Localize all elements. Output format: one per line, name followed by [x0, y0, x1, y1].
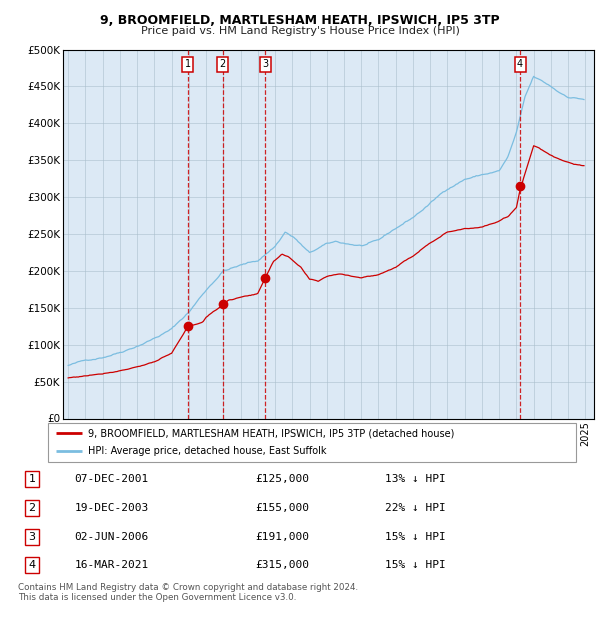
Text: 2: 2: [29, 503, 35, 513]
Text: 19-DEC-2003: 19-DEC-2003: [74, 503, 149, 513]
Text: 4: 4: [29, 560, 35, 570]
Text: 13% ↓ HPI: 13% ↓ HPI: [385, 474, 445, 484]
Text: Contains HM Land Registry data © Crown copyright and database right 2024.
This d: Contains HM Land Registry data © Crown c…: [18, 583, 358, 602]
Text: 9, BROOMFIELD, MARTLESHAM HEATH, IPSWICH, IP5 3TP: 9, BROOMFIELD, MARTLESHAM HEATH, IPSWICH…: [100, 14, 500, 27]
Text: 07-DEC-2001: 07-DEC-2001: [74, 474, 149, 484]
Text: 02-JUN-2006: 02-JUN-2006: [74, 532, 149, 542]
Text: 4: 4: [517, 60, 523, 69]
Text: 9, BROOMFIELD, MARTLESHAM HEATH, IPSWICH, IP5 3TP (detached house): 9, BROOMFIELD, MARTLESHAM HEATH, IPSWICH…: [88, 428, 454, 438]
FancyBboxPatch shape: [48, 423, 576, 462]
Text: 3: 3: [29, 532, 35, 542]
Text: 15% ↓ HPI: 15% ↓ HPI: [385, 560, 445, 570]
Text: £315,000: £315,000: [255, 560, 309, 570]
Text: 22% ↓ HPI: 22% ↓ HPI: [385, 503, 445, 513]
Text: 2: 2: [220, 60, 226, 69]
Text: £125,000: £125,000: [255, 474, 309, 484]
Text: 3: 3: [262, 60, 268, 69]
Text: 1: 1: [29, 474, 35, 484]
Text: 1: 1: [185, 60, 191, 69]
Text: £191,000: £191,000: [255, 532, 309, 542]
Text: Price paid vs. HM Land Registry's House Price Index (HPI): Price paid vs. HM Land Registry's House …: [140, 26, 460, 36]
Text: 15% ↓ HPI: 15% ↓ HPI: [385, 532, 445, 542]
Text: 16-MAR-2021: 16-MAR-2021: [74, 560, 149, 570]
Text: HPI: Average price, detached house, East Suffolk: HPI: Average price, detached house, East…: [88, 446, 326, 456]
Text: £155,000: £155,000: [255, 503, 309, 513]
